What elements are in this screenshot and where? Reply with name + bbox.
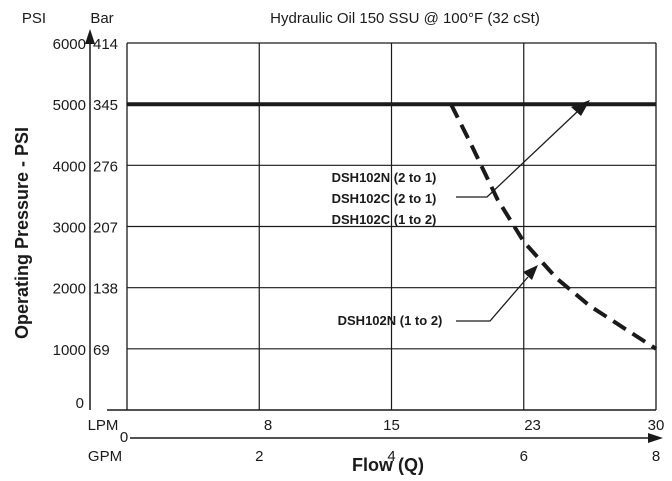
y-tick-label-psi: 6000: [53, 36, 86, 53]
y-tick-label-psi: 4000: [53, 158, 86, 175]
y-tick-label-psi: 1000: [53, 342, 86, 359]
y-tick-label-bar: 276: [93, 158, 118, 175]
plot-grid: [126, 42, 657, 410]
tick-labels: 0 1000 2000 3000 4000 5000 6000 69 138 207 276 345 4…: [53, 36, 665, 465]
x-tick-label-gpm: 2: [255, 448, 263, 465]
x-tick-label-lpm: 23: [524, 417, 541, 434]
x-tick-label-lpm: 15: [383, 417, 400, 434]
series-layer: [127, 102, 658, 351]
y-tick-label-psi: 0: [76, 395, 84, 412]
callout-label: DSH102N (2 to 1): [332, 170, 437, 185]
callout-leader-line: [456, 110, 579, 198]
y-tick-label-psi: 3000: [53, 220, 86, 237]
series-line-dashed: [449, 103, 658, 351]
y-axis-arrowhead: [85, 29, 95, 44]
y-tick-label-psi: 5000: [53, 97, 86, 114]
callout-leader-line: [456, 276, 529, 322]
y-tick-label-psi: 2000: [53, 281, 86, 298]
x-unit-lpm: LPM: [88, 417, 119, 434]
y-tick-label-bar: 138: [93, 281, 118, 298]
x-tick-label-gpm: 4: [387, 448, 395, 465]
chart-title: Hydraulic Oil 150 SSU @ 100°F (32 cSt): [270, 10, 540, 27]
callout-label: DSH102N (1 to 2): [338, 313, 443, 328]
callout-arrowhead: [571, 100, 590, 116]
y-unit-bar: Bar: [90, 10, 113, 27]
x-tick-label-lpm: 8: [264, 417, 272, 434]
callout-upper: DSH102N (2 to 1) DSH102C (2 to 1) DSH102…: [332, 100, 590, 227]
x-tick-label-lpm: 30: [648, 417, 665, 434]
y-tick-label-bar: 414: [93, 36, 118, 53]
y-tick-label-bar: 69: [93, 342, 110, 359]
y-tick-label-bar: 345: [93, 97, 118, 114]
callout-lower: DSH102N (1 to 2): [338, 265, 538, 328]
x-tick-label-gpm: 0: [120, 429, 128, 446]
callout-label: DSH102C (2 to 1): [332, 191, 437, 206]
callout-arrowhead: [523, 265, 538, 280]
x-axis-title: Flow (Q): [352, 455, 424, 475]
callout-label: DSH102C (1 to 2): [332, 212, 437, 227]
y-tick-label-bar: 207: [93, 220, 118, 237]
y-unit-psi: PSI: [22, 10, 46, 27]
x-tick-label-gpm: 8: [652, 448, 660, 465]
x-axis-arrowhead: [648, 433, 663, 443]
y-axis-title: Operating Pressure - PSI: [12, 127, 32, 339]
x-tick-label-gpm: 6: [520, 448, 528, 465]
x-unit-gpm: GPM: [88, 448, 122, 465]
chart-axes: [85, 29, 663, 443]
